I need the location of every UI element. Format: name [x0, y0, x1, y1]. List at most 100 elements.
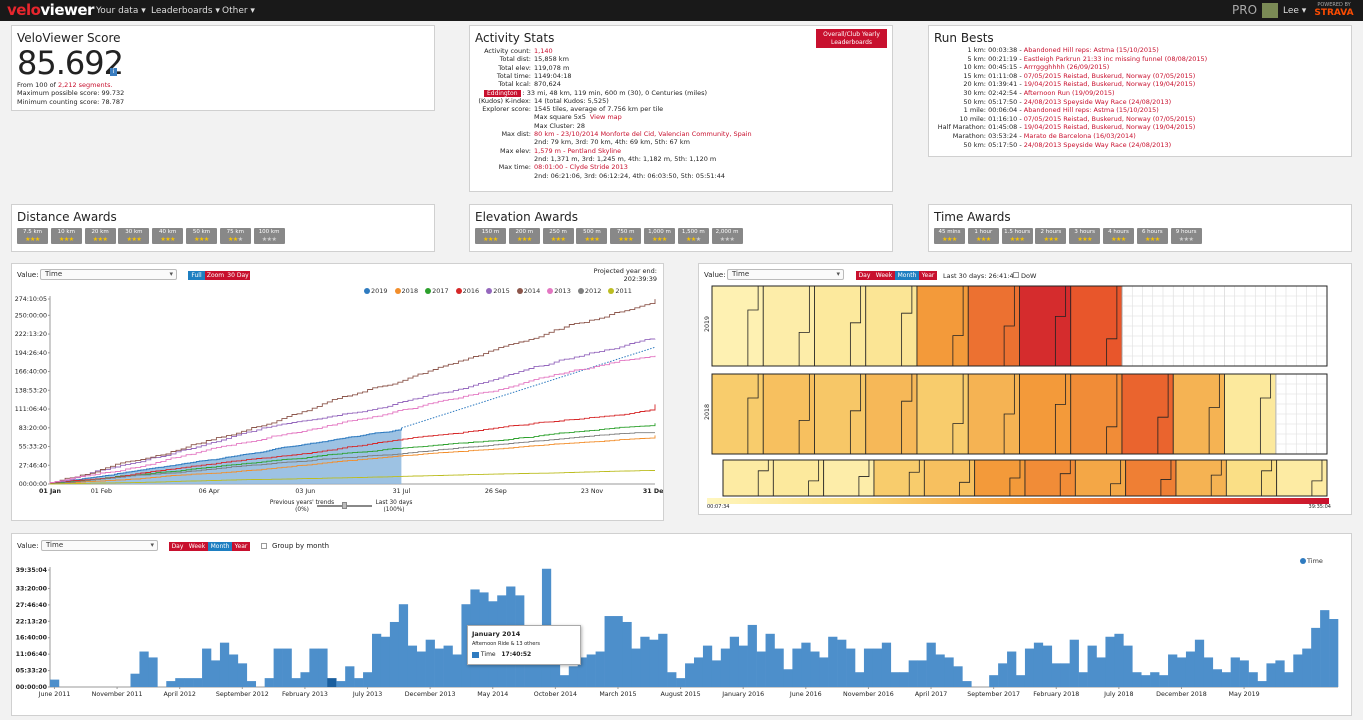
legend-item-2017[interactable]: 2017 [425, 287, 449, 295]
bar[interactable] [1141, 675, 1151, 687]
bar[interactable] [228, 654, 239, 687]
veloviewer-logo[interactable]: veloviewer [7, 1, 94, 19]
heatmap-month-cell[interactable] [762, 285, 815, 367]
bar[interactable] [917, 660, 927, 687]
bottom-month-button[interactable]: Month [208, 542, 232, 551]
award-badge[interactable]: 2 hours ★★★ [1035, 228, 1067, 244]
bar[interactable] [944, 657, 954, 687]
bar[interactable] [1230, 657, 1240, 687]
bar[interactable] [801, 642, 811, 687]
bar[interactable] [890, 672, 901, 687]
legend-item-2015[interactable]: 2015 [486, 287, 510, 295]
award-badge[interactable]: 3 hours ★★★ [1069, 228, 1101, 244]
heatmap-month-cell[interactable] [1024, 459, 1076, 497]
award-badge[interactable]: 200 m ★★★ [508, 228, 540, 244]
bar[interactable] [1194, 639, 1205, 687]
award-badge[interactable]: 9 hours ★★★ [1170, 228, 1202, 244]
bottom-day-button[interactable]: Day [169, 542, 186, 551]
bar[interactable] [461, 604, 471, 687]
bar[interactable] [1177, 657, 1187, 687]
bar[interactable] [1329, 619, 1339, 687]
bar[interactable] [1096, 657, 1106, 687]
bar[interactable] [1078, 672, 1088, 687]
series-area-2019[interactable] [50, 428, 402, 484]
bar[interactable] [425, 639, 435, 687]
bar[interactable] [1150, 672, 1160, 687]
bar[interactable] [738, 645, 748, 687]
award-badge[interactable]: 1 hour ★★★ [967, 228, 999, 244]
bottom-value-select[interactable]: Time [41, 540, 158, 551]
stat-value[interactable]: 80 km - 23/10/2014 Monforte del Cid, Val… [534, 130, 752, 138]
legend-item-2012[interactable]: 2012 [577, 287, 601, 295]
heatmap-month-cell[interactable] [873, 459, 925, 497]
heatmap-month-cell[interactable] [865, 373, 918, 455]
heatmap-month-cell[interactable] [1074, 459, 1127, 497]
bar[interactable] [828, 636, 838, 687]
bar[interactable] [729, 636, 740, 687]
heatmap-value-select[interactable]: Time [727, 269, 844, 280]
run-best-activity-link[interactable]: Eastleigh Parkrun 21:33 inc missing funn… [1023, 54, 1208, 63]
bar[interactable] [1051, 663, 1062, 687]
zoom-button[interactable]: Zoom [205, 271, 226, 280]
bar[interactable] [1293, 654, 1303, 687]
bar[interactable] [1248, 672, 1258, 687]
bar[interactable] [658, 633, 668, 687]
heatmap-month-cell[interactable] [865, 285, 918, 367]
heatmap-month-cell[interactable] [772, 459, 825, 497]
bar[interactable] [819, 657, 829, 687]
bar[interactable] [363, 672, 373, 687]
bar[interactable] [345, 666, 355, 687]
bar[interactable] [1266, 663, 1276, 687]
bar[interactable] [953, 666, 963, 687]
series-line-2016[interactable] [49, 404, 656, 484]
run-best-activity-link[interactable]: 24/08/2013 Speyside Way Race (24/08/2013… [1023, 140, 1172, 149]
heatmap-month-cell[interactable] [1225, 459, 1278, 497]
bar[interactable] [300, 672, 310, 687]
bar[interactable] [622, 621, 632, 687]
run-best-activity-link[interactable]: 07/05/2015 Reistad, Buskerud, Norway (07… [1023, 71, 1196, 80]
bar[interactable] [711, 660, 722, 687]
bar[interactable] [1132, 672, 1142, 687]
user-menu[interactable]: Lee ▾ [1283, 6, 1307, 16]
award-badge[interactable]: 75 km ★★★ [219, 228, 251, 244]
bar[interactable] [1284, 672, 1294, 687]
bar[interactable] [336, 681, 346, 687]
bar[interactable] [202, 648, 212, 687]
award-badge[interactable]: 40 km ★★★ [152, 228, 184, 244]
30-day-button[interactable]: 30 Day [226, 271, 250, 280]
bar[interactable] [792, 648, 802, 687]
series-line-2014[interactable] [49, 299, 656, 484]
stat-value[interactable]: 1,140 [534, 47, 553, 55]
heatmap-week-button[interactable]: Week [873, 271, 895, 280]
heatmap-month-cell[interactable] [762, 373, 815, 455]
bar[interactable] [702, 645, 713, 687]
bar[interactable] [354, 678, 364, 687]
bar[interactable] [998, 663, 1008, 687]
heatmap-month-cell[interactable] [1019, 373, 1072, 455]
bar[interactable] [193, 678, 203, 687]
bar[interactable] [908, 660, 918, 687]
bar[interactable] [372, 633, 382, 687]
bar[interactable] [184, 678, 194, 687]
bar[interactable] [246, 681, 257, 687]
run-best-activity-link[interactable]: 24/08/2013 Speyside Way Race (24/08/2013… [1023, 97, 1172, 106]
bar[interactable] [899, 672, 909, 687]
bar[interactable] [1007, 651, 1017, 687]
bar[interactable] [1069, 639, 1079, 687]
bar[interactable] [962, 681, 972, 687]
bar[interactable] [416, 651, 426, 687]
stat-value[interactable]: 1,579 m - Pentland Skyline [534, 146, 622, 155]
bar[interactable] [1257, 681, 1267, 687]
bar[interactable] [935, 654, 945, 687]
heatmap-year-button[interactable]: Year [919, 271, 937, 280]
bar[interactable] [872, 648, 883, 687]
bar[interactable] [685, 663, 695, 687]
bottom-week-button[interactable]: Week [186, 542, 208, 551]
bar[interactable] [389, 621, 400, 687]
heatmap-day-button[interactable]: Day [856, 271, 873, 280]
bar[interactable] [1042, 645, 1053, 687]
series-line-2013[interactable] [49, 355, 656, 484]
legend-item-2016[interactable]: 2016 [455, 287, 479, 295]
bar[interactable] [452, 654, 462, 687]
bar[interactable] [219, 642, 230, 687]
